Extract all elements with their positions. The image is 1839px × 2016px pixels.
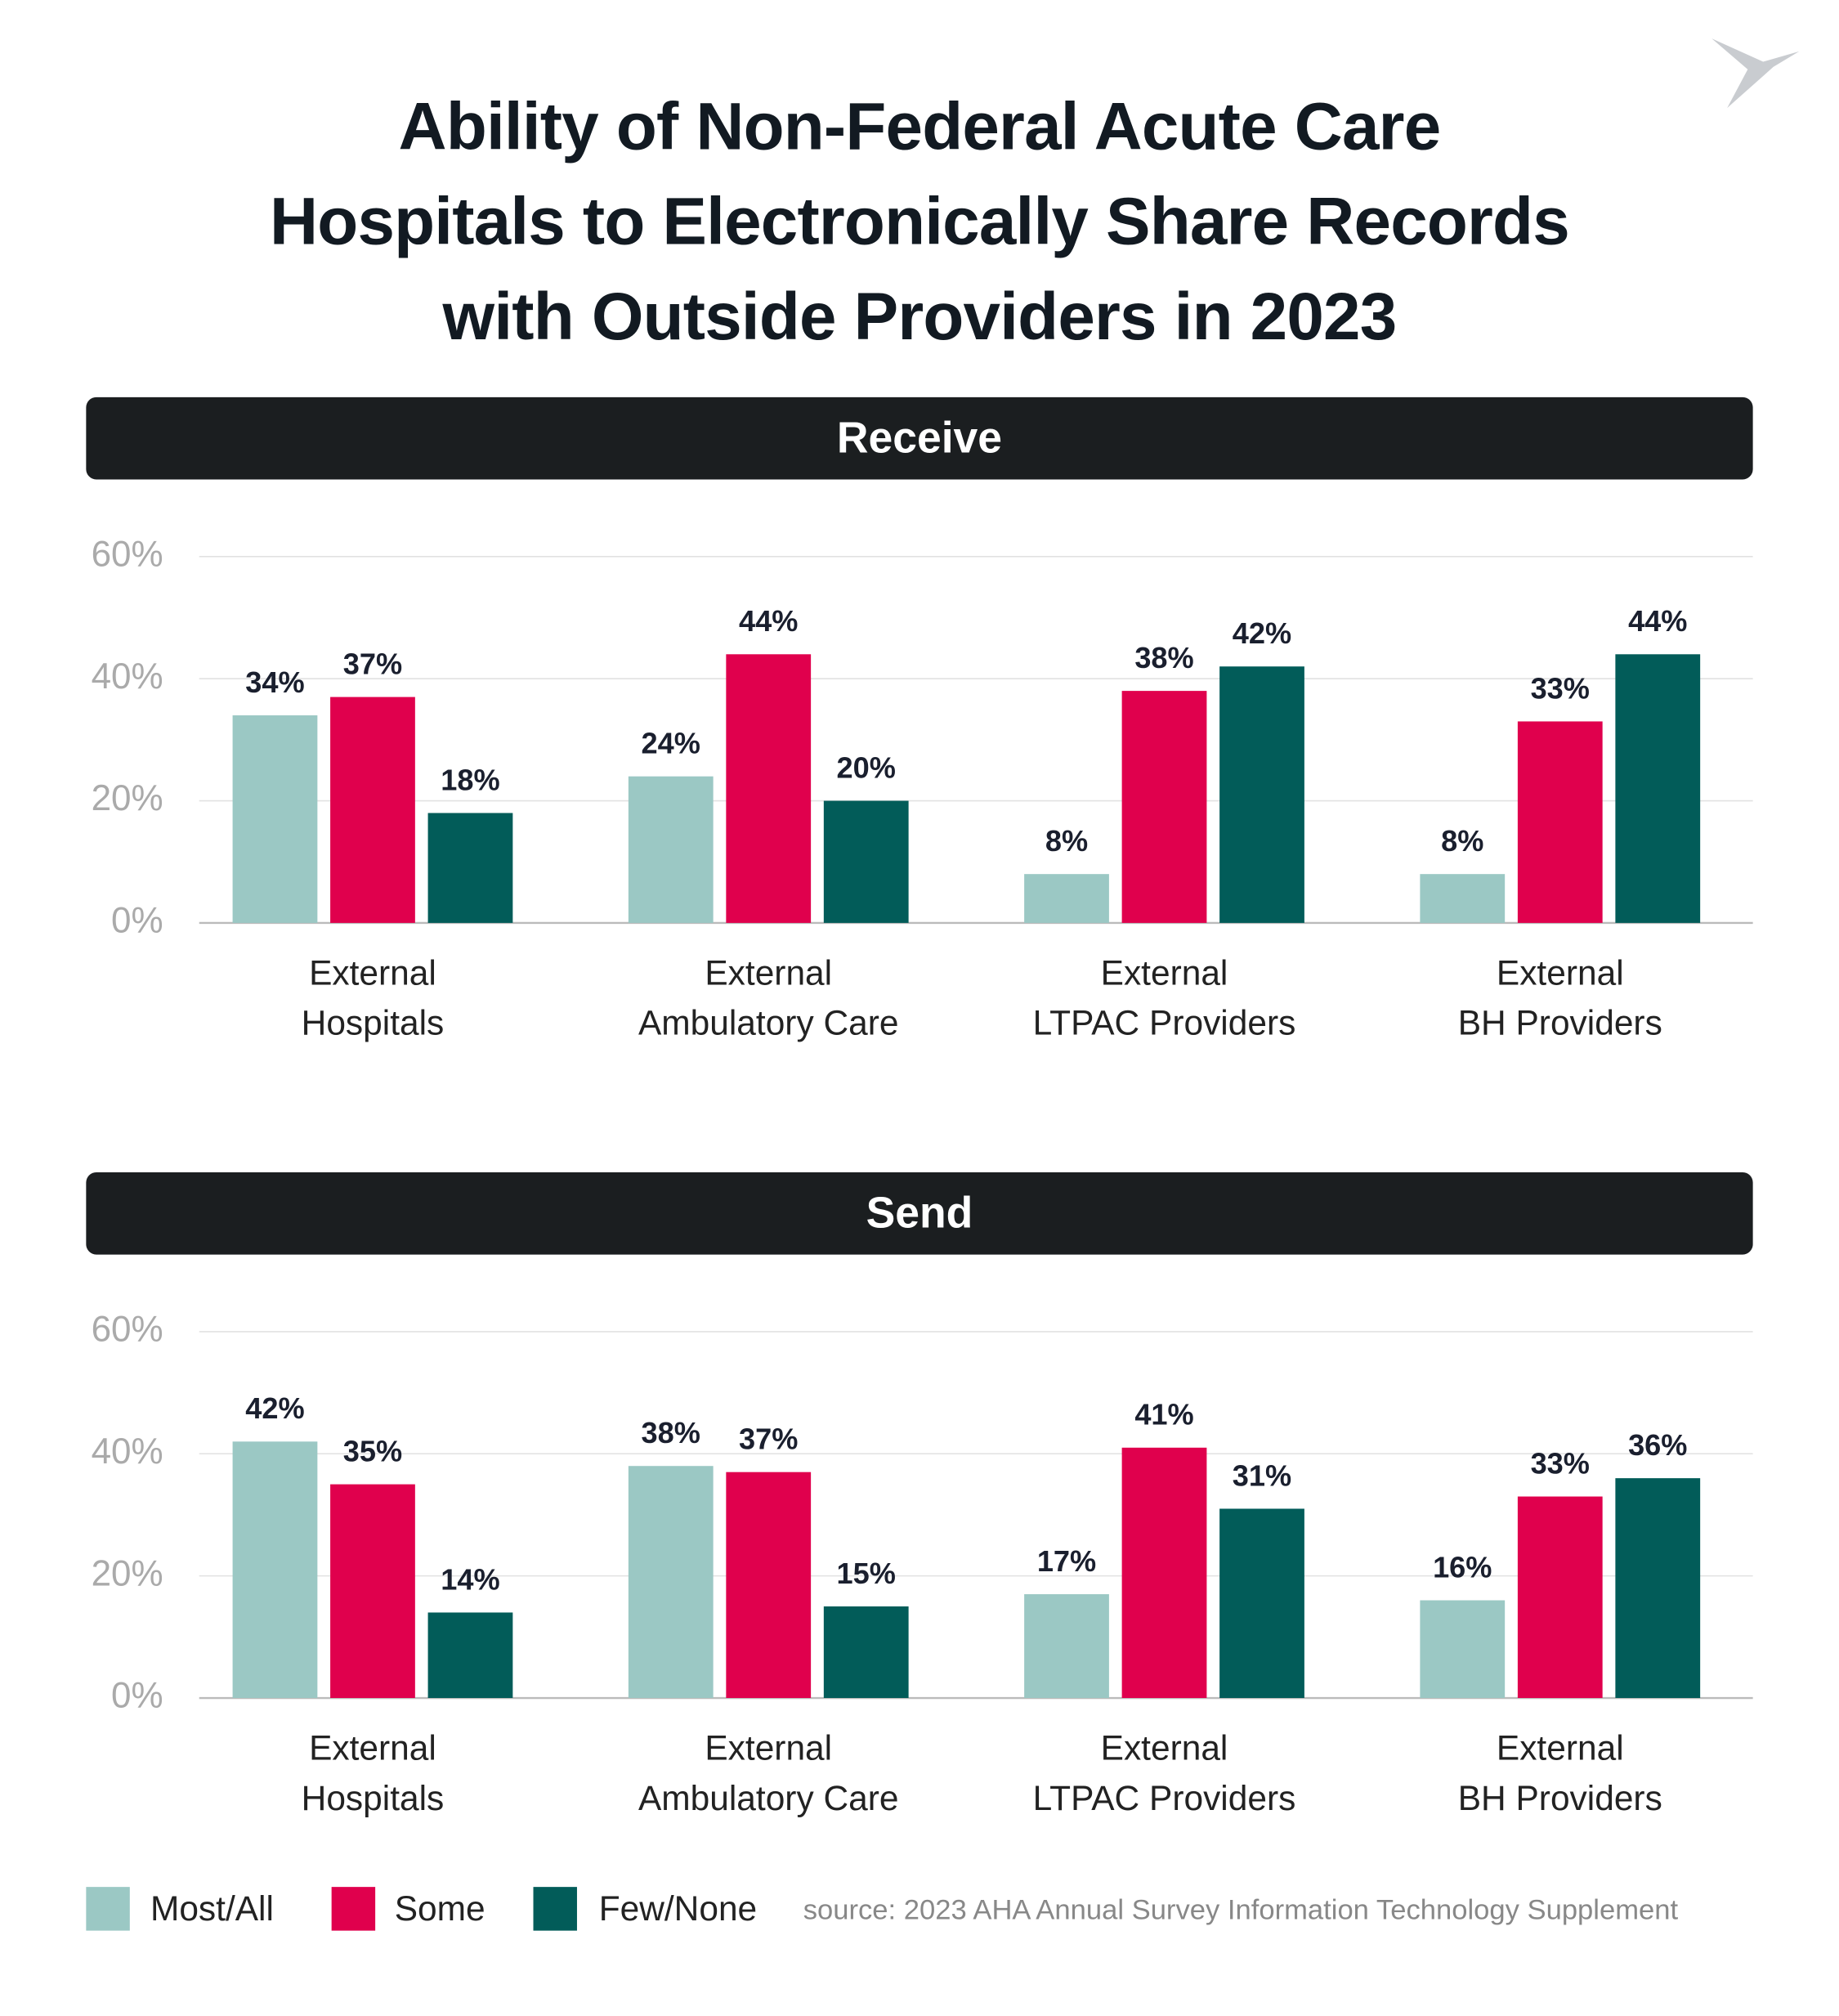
value-label: 20% <box>837 750 896 784</box>
x-tick-label: External BH Providers <box>1457 1728 1662 1818</box>
x-tick-label: External LTPAC Providers <box>1032 953 1296 1043</box>
bar <box>726 654 812 923</box>
x-tick-label: External Hospitals <box>301 1728 445 1818</box>
legend-swatch <box>86 1887 130 1931</box>
bar <box>628 1466 714 1699</box>
bar <box>1024 874 1109 923</box>
x-tick-label: External BH Providers <box>1457 953 1662 1043</box>
value-label: 8% <box>1045 824 1088 858</box>
bar <box>1420 1600 1506 1699</box>
source-note: source: 2023 AHA Annual Survey Informati… <box>803 1893 1679 1926</box>
value-label: 35% <box>343 1434 402 1467</box>
bar <box>1219 666 1304 923</box>
y-tick-label: 0% <box>111 1676 163 1716</box>
value-label: 15% <box>837 1557 896 1590</box>
y-tick-label: 0% <box>111 901 163 941</box>
x-tick-label: External LTPAC Providers <box>1032 1728 1296 1818</box>
bar <box>628 776 714 923</box>
value-label: 37% <box>739 1422 798 1455</box>
x-tick-label: External Ambulatory Care <box>638 953 899 1043</box>
y-tick-label: 60% <box>92 1310 163 1350</box>
value-label: 16% <box>1433 1550 1492 1584</box>
y-tick-label: 40% <box>92 656 163 697</box>
x-tick-label: External Ambulatory Care <box>638 1728 899 1818</box>
panel-header: Receive <box>86 396 1753 480</box>
value-label: 38% <box>1134 641 1193 674</box>
bar <box>1121 691 1207 923</box>
bar <box>330 1484 415 1699</box>
bar <box>1517 721 1603 923</box>
legend-label: Some <box>394 1889 485 1929</box>
y-tick-label: 20% <box>92 1553 163 1593</box>
value-label: 31% <box>1233 1458 1291 1492</box>
bar <box>1517 1496 1603 1699</box>
y-tick-label: 40% <box>92 1431 163 1472</box>
bar <box>823 800 909 923</box>
value-label: 33% <box>1531 671 1590 705</box>
bar <box>1420 874 1506 923</box>
value-label: 24% <box>642 726 700 759</box>
value-label: 8% <box>1441 824 1483 858</box>
legend-label: Few/None <box>598 1889 758 1929</box>
value-label: 42% <box>245 1391 304 1425</box>
value-label: 34% <box>245 665 304 699</box>
bar <box>1219 1508 1304 1699</box>
bar <box>232 1441 318 1699</box>
bar <box>330 697 415 923</box>
legend-label: Most/All <box>150 1889 274 1929</box>
x-tick-label: External Hospitals <box>301 953 445 1043</box>
value-label: 44% <box>739 604 798 638</box>
bar <box>232 715 318 923</box>
value-label: 37% <box>343 647 402 680</box>
y-tick-label: 20% <box>92 778 163 818</box>
value-label: 38% <box>642 1416 700 1449</box>
value-label: 17% <box>1037 1544 1096 1578</box>
bar <box>1121 1447 1207 1699</box>
logo <box>1711 38 1800 109</box>
main-title: Ability of Non-Federal Acute Care Hospit… <box>270 90 1570 355</box>
legend-swatch <box>533 1887 577 1931</box>
bar <box>427 813 513 923</box>
value-label: 42% <box>1233 616 1291 650</box>
legend-swatch <box>331 1887 376 1931</box>
y-tick-label: 60% <box>92 534 163 574</box>
value-label: 44% <box>1628 604 1687 638</box>
bar <box>823 1606 909 1699</box>
value-label: 18% <box>441 763 499 796</box>
bar <box>427 1612 513 1699</box>
panel-header: Send <box>86 1172 1753 1255</box>
bar <box>1615 654 1701 923</box>
bar <box>1615 1478 1701 1699</box>
value-label: 41% <box>1134 1398 1193 1431</box>
bar <box>1024 1594 1109 1699</box>
value-label: 14% <box>441 1562 499 1596</box>
bar <box>726 1472 812 1699</box>
value-label: 36% <box>1628 1428 1687 1462</box>
value-label: 33% <box>1531 1446 1590 1480</box>
